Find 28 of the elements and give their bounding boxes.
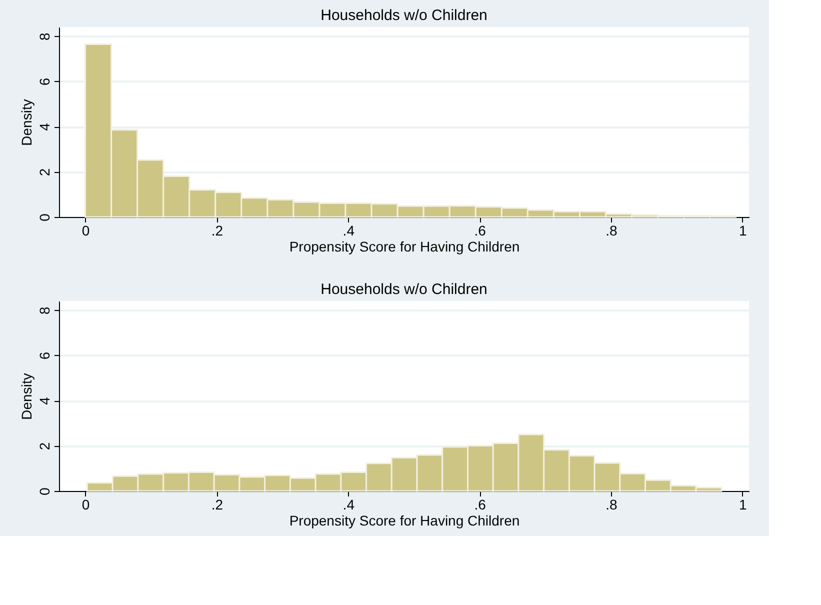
y-tick-label: 4: [36, 122, 52, 131]
y-tick-label: 4: [36, 396, 52, 405]
y-tick-label: 8: [36, 306, 52, 314]
x-tick-label: 1: [739, 496, 748, 512]
x-tick-label: .8: [606, 496, 618, 512]
x-tick-label: .2: [211, 496, 224, 512]
x-tick-label: 0: [82, 222, 90, 238]
y-tick-label: 0: [36, 213, 52, 222]
x-tick-label: .6: [474, 496, 486, 512]
y-tick-label: 8: [36, 32, 52, 40]
x-tick-label: .4: [342, 222, 355, 238]
x-tick-label: .6: [474, 222, 486, 238]
chart-title: Households w/o Children: [320, 281, 488, 298]
y-axis-title: Density: [18, 99, 34, 146]
y-tick-label: 6: [36, 352, 52, 360]
y-tick-label: 0: [36, 487, 52, 496]
x-tick-label: .2: [211, 222, 224, 238]
x-axis-title: Propensity Score for Having Children: [289, 238, 520, 254]
x-tick-label: 1: [739, 222, 748, 238]
x-axis-title: Propensity Score for Having Children: [289, 512, 520, 528]
chart-title: Households w/o Children: [320, 7, 488, 24]
x-tick-label: .8: [606, 222, 618, 238]
y-tick-label: 2: [36, 442, 52, 450]
y-tick-label: 6: [36, 78, 52, 86]
y-axis-title: Density: [18, 373, 34, 420]
x-tick-label: .4: [342, 496, 355, 512]
x-tick-label: 0: [82, 496, 90, 512]
y-tick-label: 2: [36, 168, 52, 176]
